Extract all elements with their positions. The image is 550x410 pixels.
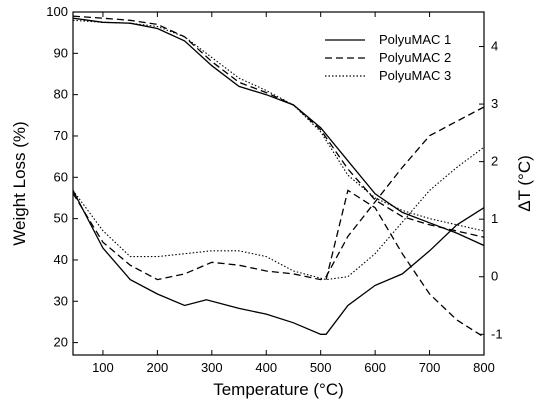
x-tick-label: 400 (255, 360, 277, 375)
y-left-tick-label: 70 (54, 128, 68, 143)
delta-t-series-line-2 (72, 106, 485, 281)
x-tick-label: 700 (419, 360, 441, 375)
y-left-axis-title: Weight Loss (%) (10, 121, 29, 245)
y-left-tick-label: 40 (54, 252, 68, 267)
y-left-tick-label: 80 (54, 87, 68, 102)
x-tick-label: 300 (201, 360, 223, 375)
y-left-tick-label: 50 (54, 211, 68, 226)
x-axis-title: Temperature (°C) (213, 380, 344, 399)
axes: 100 200 300 400 500 600 700 8002030405060708090… (46, 4, 502, 375)
x-tick-label: 100 (92, 360, 114, 375)
weight-loss-series-line-3 (72, 19, 485, 232)
y-right-tick-label: 0 (491, 269, 498, 284)
y-right-tick-label: 3 (491, 96, 498, 111)
y-right-axis-title: ΔT (°C) (515, 155, 534, 212)
weight-loss-series-line-2 (72, 15, 485, 238)
plot-area (72, 15, 485, 338)
y-right-tick-label: 2 (491, 154, 498, 169)
y-left-tick-label: 60 (54, 169, 68, 184)
x-tick-label: 600 (364, 360, 386, 375)
y-left-tick-label: 20 (54, 335, 68, 350)
y-right-tick-label: 1 (491, 211, 498, 226)
legend-label-2: PolyuMAC 2 (379, 50, 451, 65)
x-tick-label: 500 (310, 360, 332, 375)
delta-t-series-line-1 (72, 190, 485, 335)
y-right-tick-label: 4 (491, 39, 498, 54)
y-left-tick-label: 90 (54, 45, 68, 60)
weight-loss-series-line-1 (72, 17, 485, 247)
delta-t-series-line-4 (325, 189, 485, 338)
y-left-tick-label: 100 (46, 4, 68, 19)
legend: PolyuMAC 1 PolyuMAC 2 PolyuMAC 3 (325, 32, 451, 83)
x-tick-label: 800 (473, 360, 495, 375)
y-left-tick-label: 30 (54, 293, 68, 308)
plot-frame (72, 11, 485, 356)
delta-t-series-line-3 (72, 146, 485, 281)
legend-label-3: PolyuMAC 3 (379, 68, 451, 83)
x-tick-label: 200 (147, 360, 169, 375)
y-right-tick-label: -1 (491, 326, 503, 341)
legend-label-1: PolyuMAC 1 (379, 32, 451, 47)
